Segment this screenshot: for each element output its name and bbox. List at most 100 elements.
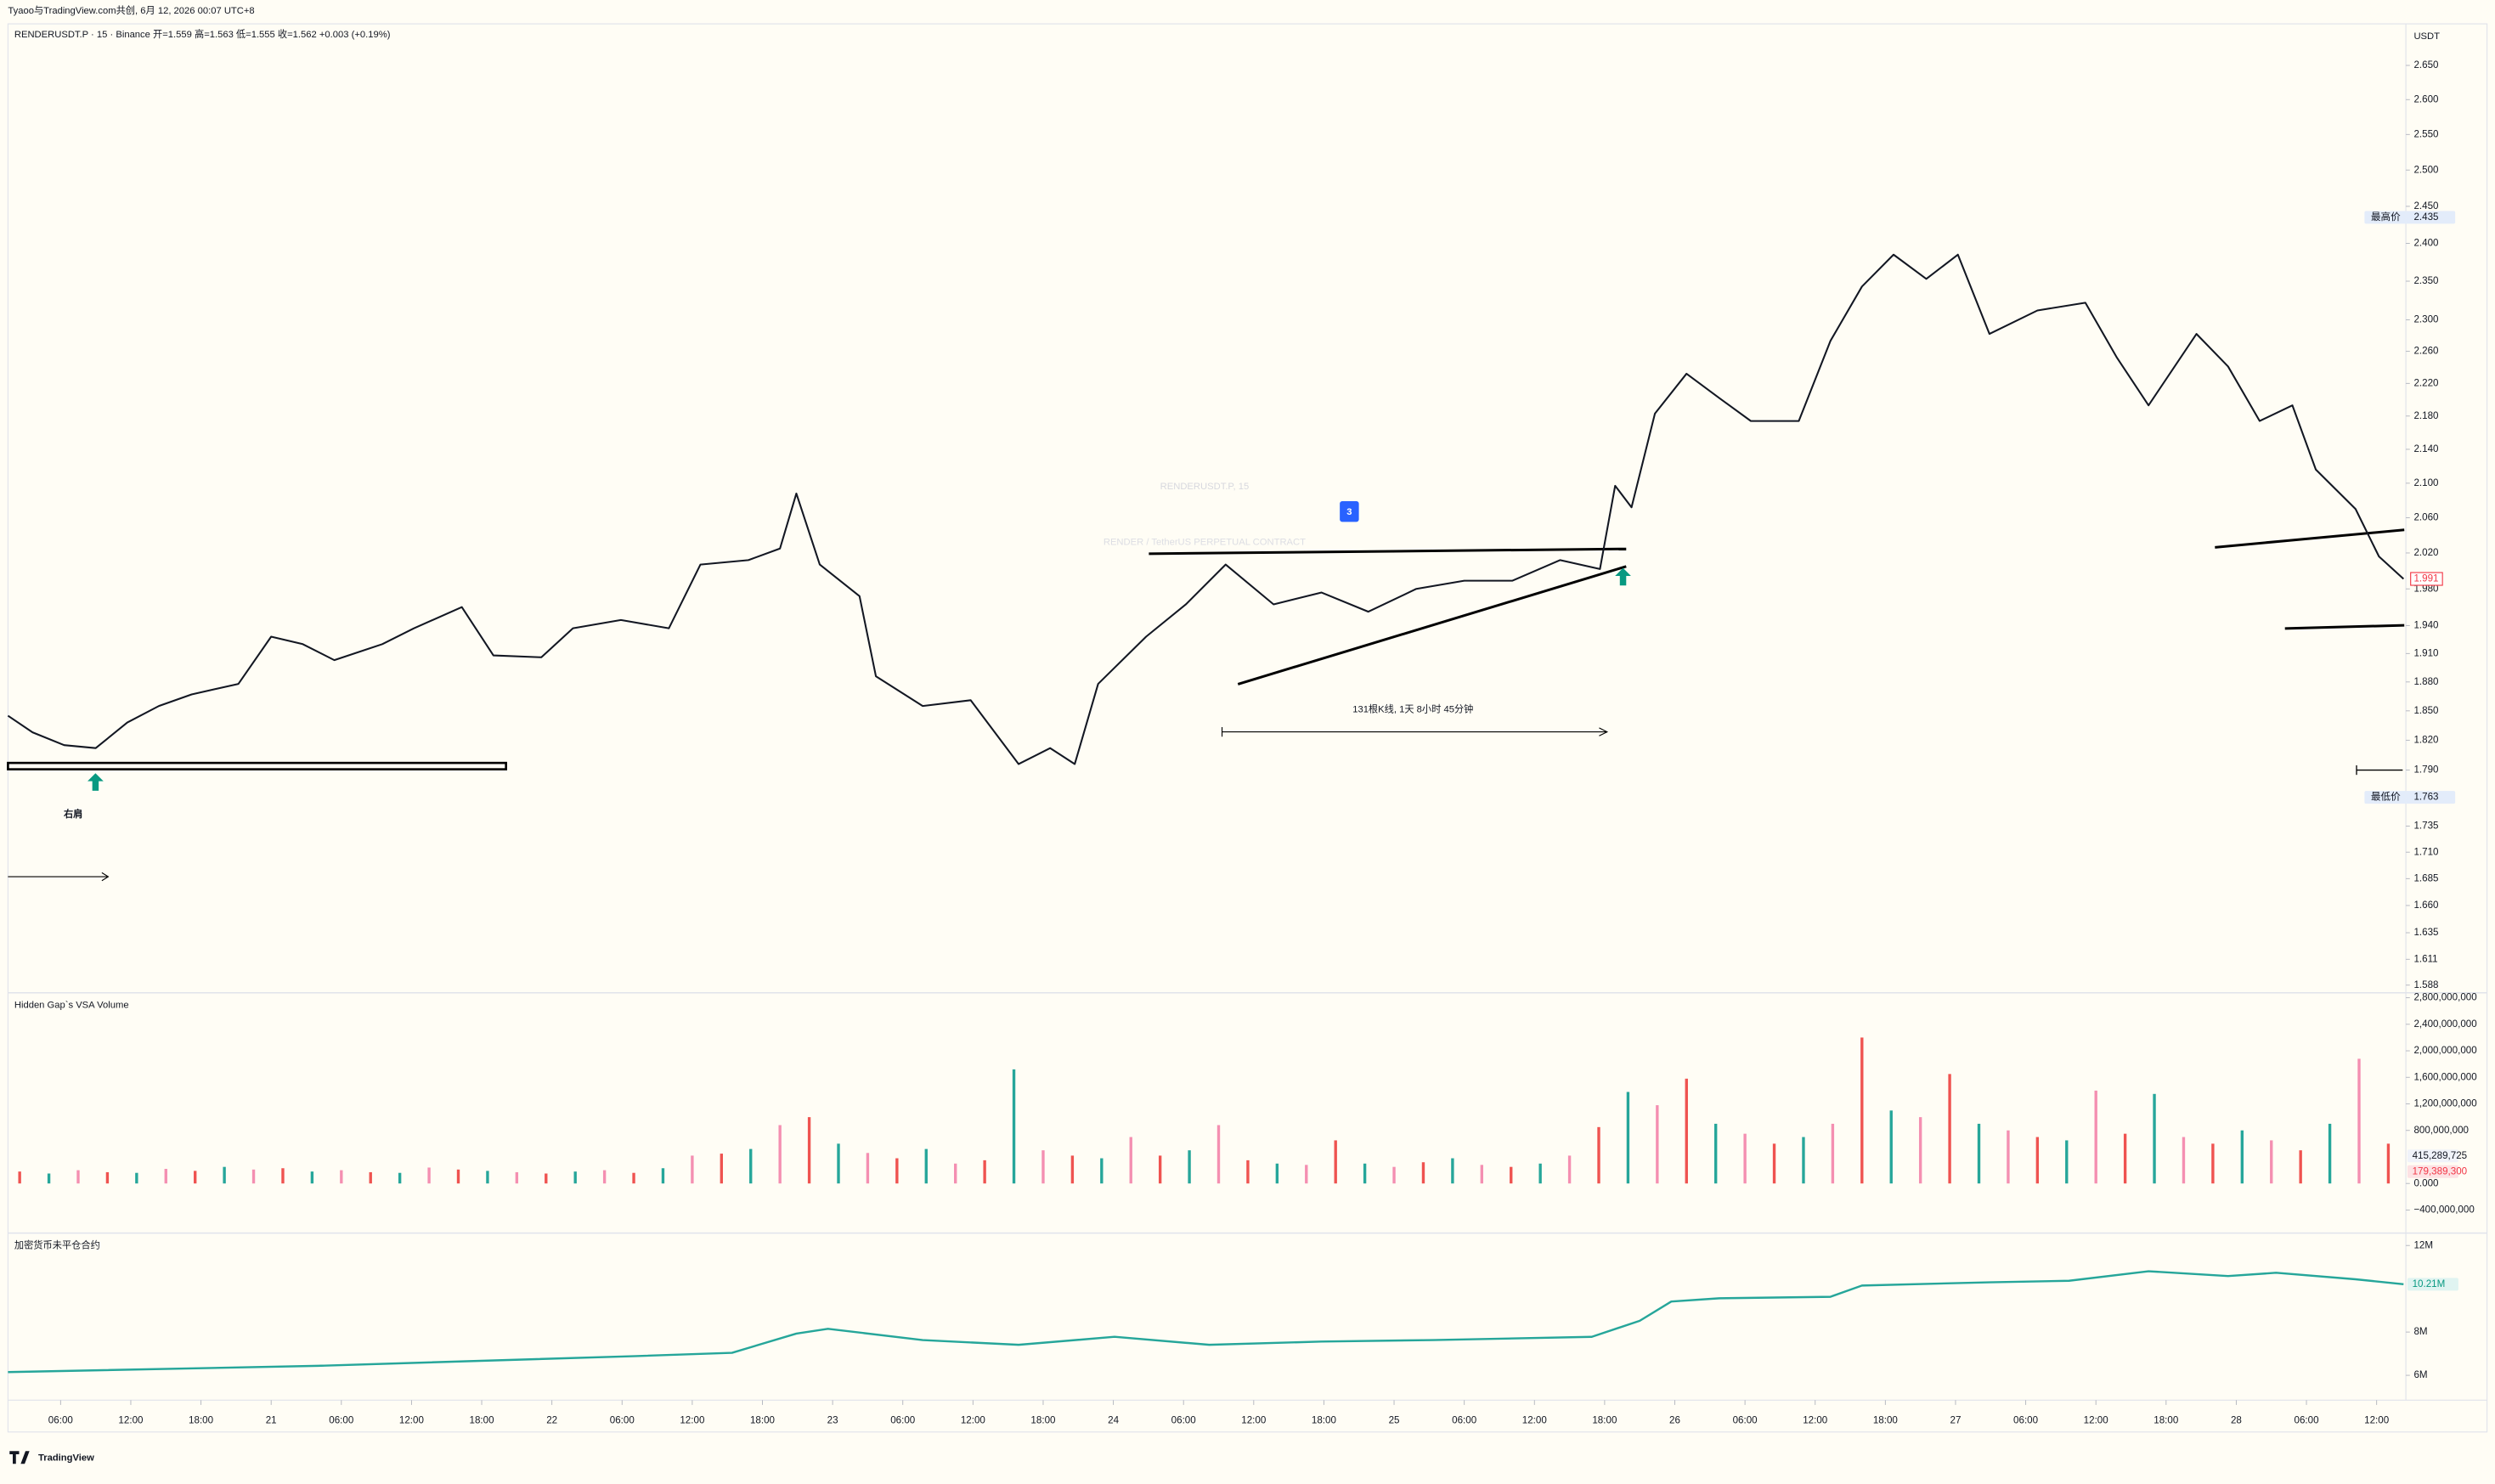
annotation: 131根K线, 1天 8小时 45分钟 (1352, 703, 1473, 714)
volume-bar (1743, 1133, 1747, 1184)
up-arrow (87, 773, 104, 791)
last-volume: 415,289,725 (2413, 1150, 2468, 1161)
y-tick-label: 2,800,000,000 (2413, 992, 2476, 1003)
last-price: 1.991 (2413, 573, 2438, 584)
volume-bar (1597, 1126, 1600, 1184)
volume-bar (1246, 1160, 1250, 1184)
x-tick-label: 06:00 (329, 1415, 353, 1426)
volume-bar (1275, 1163, 1279, 1184)
y-tick-label: 2.060 (2413, 512, 2438, 523)
y-tick-label: 1,200,000,000 (2413, 1098, 2476, 1109)
y-tick-label: 2.500 (2413, 164, 2438, 175)
y-tick-label: 2.650 (2413, 59, 2438, 71)
measure-arrow (1599, 727, 1609, 736)
x-tick-label: 12:00 (961, 1415, 985, 1426)
x-tick-label: 18:00 (750, 1415, 775, 1426)
y-tick-label: 2,400,000,000 (2413, 1018, 2476, 1030)
x-tick-label: 12:00 (1241, 1415, 1266, 1426)
pane-title: 加密货币未平仓合约 (14, 1239, 100, 1251)
y-tick-label: 1.820 (2413, 734, 2438, 745)
y-tick-label: 1.611 (2413, 953, 2437, 964)
volume-bar (1685, 1078, 1688, 1184)
y-tick-label: 1.790 (2413, 765, 2438, 776)
plots (7, 253, 2405, 1374)
volume-bar (1392, 1166, 1396, 1184)
x-tick-label: 25 (1389, 1415, 1400, 1426)
x-tick-label: 06:00 (1733, 1415, 1758, 1426)
volume-bar (2123, 1133, 2127, 1184)
volume-bar (1100, 1158, 1104, 1184)
y-tick-label: 1.710 (2413, 846, 2438, 857)
volume-bar (18, 1171, 21, 1184)
last-volume-box (2407, 1149, 2458, 1163)
volume-bar (251, 1169, 256, 1184)
y-tick-label: 2.400 (2413, 238, 2438, 249)
volume-bar (1918, 1117, 1922, 1184)
volume-bar (1538, 1163, 1542, 1184)
volume-bar (866, 1153, 870, 1184)
x-tick-label: 18:00 (1873, 1415, 1898, 1426)
y-tick-label: 8M (2413, 1326, 2427, 1337)
volume-bar (807, 1117, 811, 1184)
volume-bar (2153, 1093, 2156, 1184)
volume-bar (720, 1154, 723, 1184)
volume-bar (1772, 1143, 1776, 1184)
volume-bar (1451, 1158, 1454, 1184)
volume-bar (1480, 1165, 1484, 1184)
extreme-value: 1.763 (2413, 792, 2438, 803)
volume-bar (924, 1148, 928, 1184)
volume-bar (105, 1171, 110, 1184)
volume-bar (895, 1158, 899, 1184)
extreme-box (2364, 791, 2456, 804)
x-tick-label: 12:00 (2084, 1415, 2108, 1426)
y-tick-label: 1,600,000,000 (2413, 1071, 2476, 1082)
volume-bar (223, 1166, 226, 1184)
volume-bar (1714, 1123, 1718, 1184)
x-tick-label: 23 (827, 1415, 838, 1426)
axis-unit: USDT (2413, 31, 2440, 42)
badge-text: 3 (1346, 507, 1352, 517)
volume-bar (1831, 1123, 1835, 1184)
volume-bar (310, 1171, 314, 1184)
pane-title: Hidden Gap`s VSA Volume (14, 1001, 129, 1011)
y-tick-label: 6M (2413, 1369, 2427, 1380)
volume-bar (1334, 1140, 1337, 1184)
volume-bar (1129, 1137, 1132, 1184)
logo-mark (9, 1451, 30, 1464)
x-tick-label: 18:00 (1030, 1415, 1055, 1426)
y-tick-label: 12M (2413, 1239, 2433, 1250)
volume-bar (602, 1170, 607, 1184)
volume-bar (2182, 1137, 2186, 1184)
y-tick-label: 1.850 (2413, 705, 2438, 716)
x-tick-label: 06:00 (1171, 1415, 1196, 1426)
volume-bar (661, 1168, 665, 1184)
volume-bar (2240, 1130, 2244, 1184)
trendline (2215, 528, 2405, 549)
y-tick-label: 1.660 (2413, 900, 2438, 911)
volume-bar (837, 1143, 840, 1184)
volume-bar (778, 1125, 782, 1184)
volume-bar (2270, 1140, 2273, 1184)
volume-bar (2386, 1143, 2391, 1184)
volume-bar (47, 1173, 51, 1184)
volume-bar (1626, 1092, 1630, 1184)
volume-bar (573, 1171, 577, 1184)
volume-bar (486, 1171, 489, 1184)
volume-bar (194, 1171, 197, 1184)
y-tick-label: 2.140 (2413, 443, 2438, 454)
extreme-label: 最高价 (2371, 211, 2401, 223)
volume-bar (2035, 1137, 2040, 1184)
annotation: 右肩 (63, 808, 82, 820)
y-tick-label: 2.100 (2413, 477, 2438, 488)
watermark-subtitle: RENDER / TetherUS PERPETUAL CONTRACT (1104, 538, 1306, 548)
y-tick-label: 1.910 (2413, 647, 2438, 658)
volume-bar (1216, 1125, 1221, 1184)
y-tick-label: 2.300 (2413, 314, 2438, 325)
volume-bar (135, 1172, 138, 1184)
y-tick-label: 2.350 (2413, 275, 2438, 286)
volume-bar (398, 1172, 402, 1184)
volume-bar (1977, 1123, 1981, 1184)
volume-bar (2357, 1058, 2361, 1184)
